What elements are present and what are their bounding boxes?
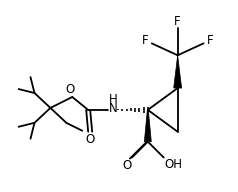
Text: N: N bbox=[109, 102, 117, 115]
Text: O: O bbox=[66, 83, 75, 96]
Text: H: H bbox=[109, 94, 117, 107]
Text: F: F bbox=[207, 34, 214, 47]
Text: OH: OH bbox=[165, 158, 183, 171]
Text: F: F bbox=[142, 34, 148, 47]
Text: F: F bbox=[174, 15, 181, 28]
Text: O: O bbox=[122, 159, 132, 172]
Polygon shape bbox=[144, 110, 151, 142]
Text: O: O bbox=[85, 133, 95, 146]
Polygon shape bbox=[174, 55, 182, 88]
